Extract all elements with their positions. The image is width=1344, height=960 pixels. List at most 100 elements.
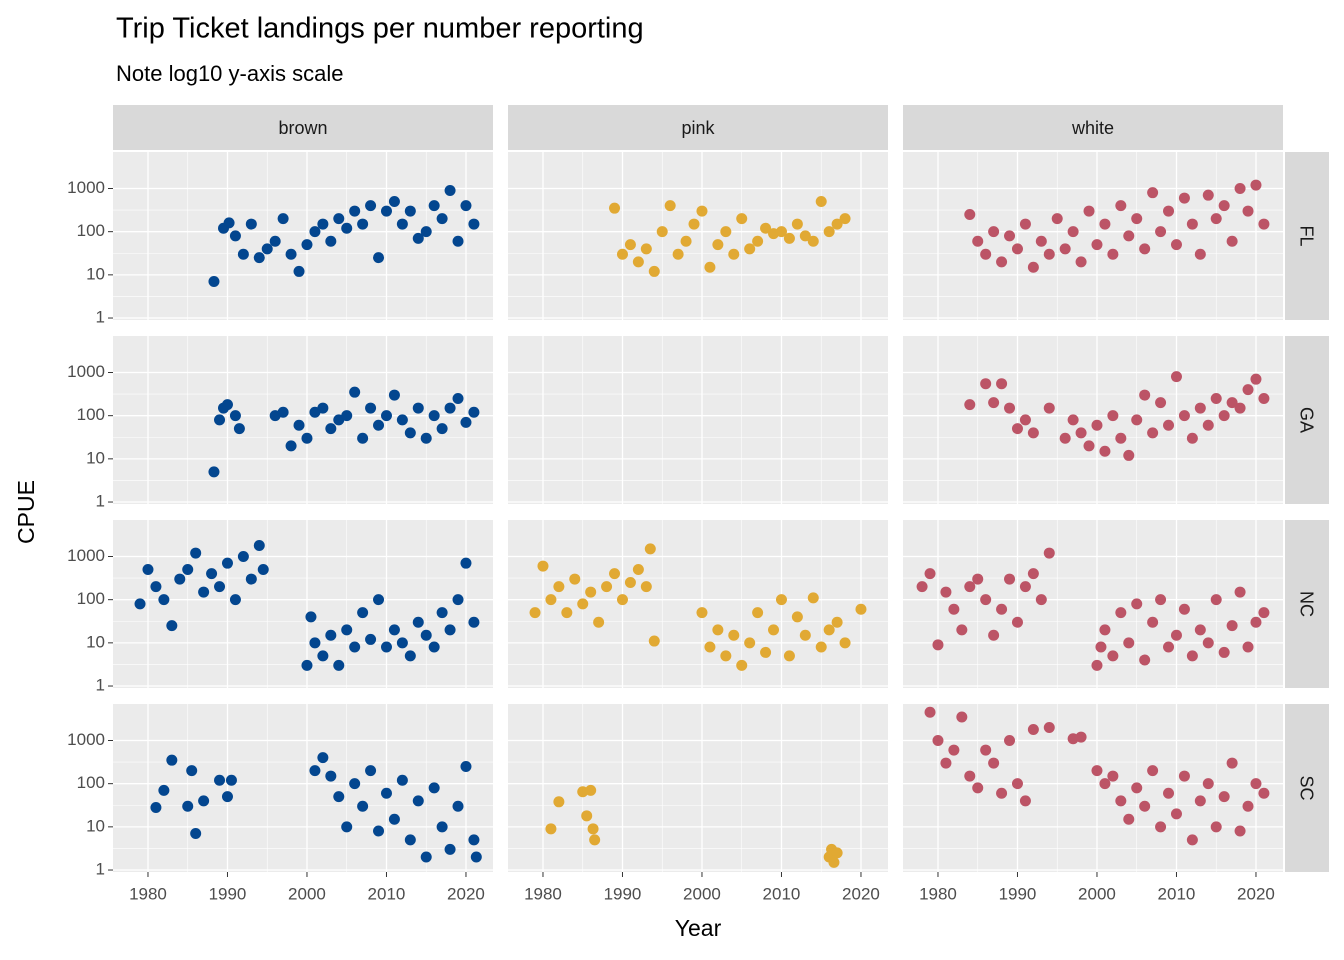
point (831, 616, 843, 628)
point (428, 200, 440, 212)
point (783, 232, 795, 244)
point (932, 639, 944, 651)
point (616, 248, 628, 260)
point (388, 624, 400, 636)
panel-background (113, 336, 493, 504)
point (1258, 218, 1270, 230)
point (589, 834, 601, 846)
y-tick-label: 10 (86, 816, 105, 835)
column-strip-label: pink (681, 118, 715, 138)
panel-background (903, 520, 1283, 688)
point (940, 586, 952, 598)
point (664, 200, 676, 212)
x-tick-label: 2010 (763, 884, 801, 903)
point (1258, 392, 1270, 404)
point (1194, 624, 1206, 636)
point (680, 235, 692, 247)
point (1178, 192, 1190, 204)
point (1019, 218, 1031, 230)
point (587, 823, 599, 835)
point (1147, 765, 1159, 777)
point (1210, 392, 1222, 404)
point (1004, 230, 1016, 242)
y-tick-label: 1000 (67, 362, 105, 381)
point (744, 243, 756, 255)
x-tick-label: 1990 (604, 884, 642, 903)
point (1139, 243, 1151, 255)
point (349, 386, 361, 398)
strip-background (113, 105, 493, 150)
point (980, 744, 992, 756)
point (545, 823, 557, 835)
panel-background (508, 520, 888, 688)
point (373, 825, 385, 837)
point (341, 821, 353, 833)
point (831, 847, 843, 859)
point (601, 581, 613, 593)
point (317, 650, 329, 662)
point (815, 641, 827, 653)
point (158, 784, 170, 796)
point (839, 637, 851, 649)
point (648, 635, 660, 647)
point (1131, 598, 1143, 610)
point (396, 774, 408, 786)
point (349, 641, 361, 653)
point (823, 624, 835, 636)
point (1210, 594, 1222, 606)
y-tick-label: 100 (77, 773, 105, 792)
point (277, 406, 289, 418)
point (775, 594, 787, 606)
y-tick-label: 100 (77, 221, 105, 240)
point (166, 620, 178, 632)
point (1059, 432, 1071, 444)
point (420, 432, 432, 444)
point (1186, 834, 1198, 846)
y-axis-label: CPUE (13, 480, 39, 544)
x-tick-label: 2000 (288, 884, 326, 903)
point (470, 851, 482, 863)
point (1027, 427, 1039, 439)
point (1004, 573, 1016, 585)
point (468, 218, 480, 230)
point (1194, 402, 1206, 414)
point (1155, 594, 1167, 606)
y-tick-label: 100 (77, 405, 105, 424)
panel-background (903, 704, 1283, 872)
point (237, 248, 249, 260)
y-tick-label: 100 (77, 589, 105, 608)
point (166, 754, 178, 766)
y-tick-label: 1000 (67, 730, 105, 749)
point (839, 213, 851, 225)
y-tick-label: 10 (86, 448, 105, 467)
point (1051, 213, 1063, 225)
point (988, 629, 1000, 641)
point (545, 594, 557, 606)
point (736, 213, 748, 225)
point (460, 416, 472, 428)
point (1250, 778, 1262, 790)
point (1131, 414, 1143, 426)
chart-title: Trip Ticket landings per number reportin… (116, 13, 644, 45)
point (585, 586, 597, 598)
point (404, 205, 416, 217)
point (1186, 650, 1198, 662)
point (553, 581, 565, 593)
point (744, 637, 756, 649)
point (956, 624, 968, 636)
point (412, 232, 424, 244)
x-tick-label: 1980 (524, 884, 562, 903)
point (309, 226, 321, 238)
point (1123, 230, 1135, 242)
point (444, 624, 456, 636)
point (783, 650, 795, 662)
point (736, 659, 748, 671)
point (823, 226, 835, 238)
point (428, 410, 440, 422)
point (349, 778, 361, 790)
x-tick-label: 2020 (1237, 884, 1275, 903)
point (760, 646, 772, 658)
point (380, 641, 392, 653)
point (444, 843, 456, 855)
point (728, 629, 740, 641)
